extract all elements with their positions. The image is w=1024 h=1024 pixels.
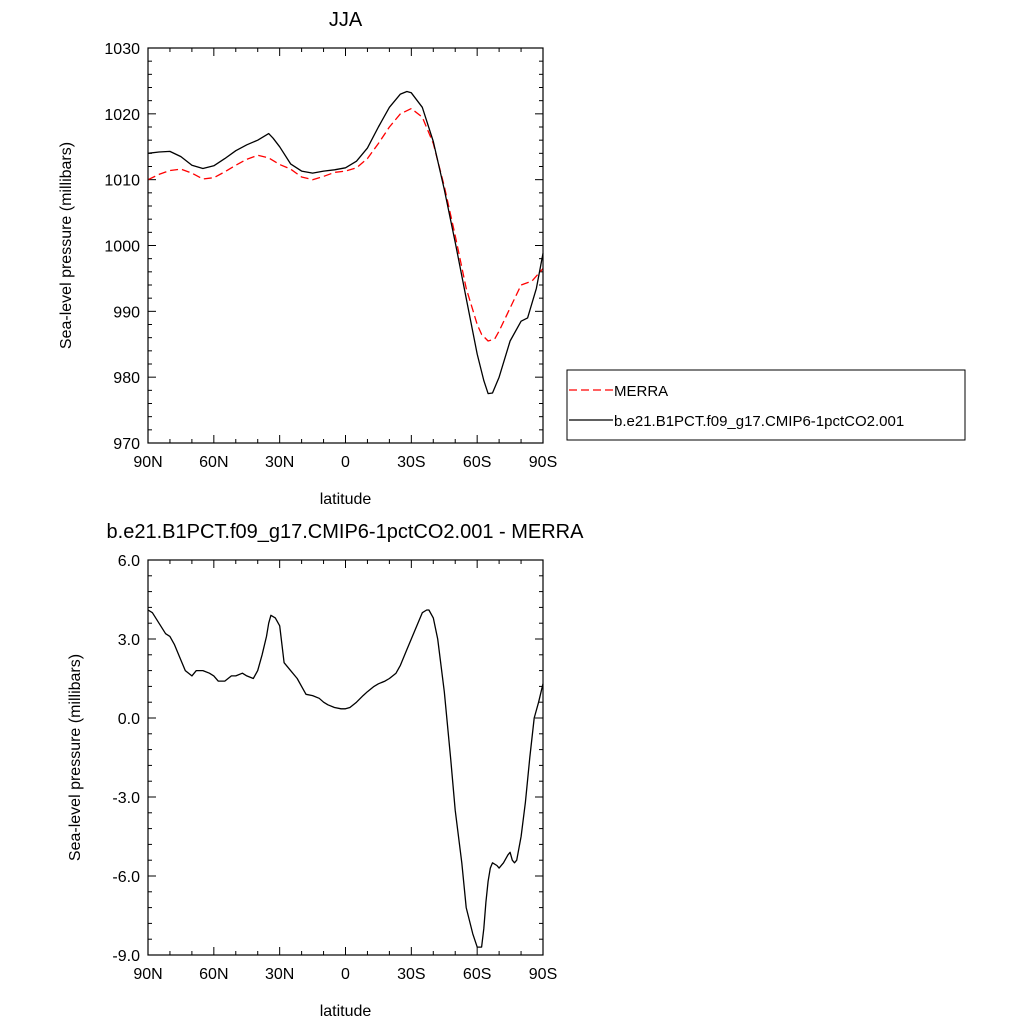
y-tick-label: -9.0 — [112, 948, 140, 965]
legend-label-0: MERRA — [614, 383, 668, 400]
x-tick-label: 30N — [265, 966, 294, 983]
x-tick-label: 90S — [529, 966, 557, 983]
plot-frame — [147, 559, 544, 956]
y-tick-label: 6.0 — [118, 553, 140, 570]
y-tick-label: 990 — [113, 304, 140, 321]
y-tick-label: 3.0 — [118, 632, 140, 649]
y-tick-label: 970 — [113, 436, 140, 453]
x-axis-label: latitude — [320, 1003, 372, 1020]
x-tick-label: 90N — [133, 454, 162, 471]
x-tick-label: 90N — [133, 966, 162, 983]
plot-frame — [147, 47, 544, 444]
legend: MERRA b.e21.B1PCT.f09_g17.CMIP6-1pctCO2.0… — [566, 369, 966, 441]
x-axis-label: latitude — [320, 491, 372, 508]
y-tick-label: 0.0 — [118, 711, 140, 728]
series-line-1 — [147, 90, 544, 395]
x-tick-label: 0 — [341, 966, 350, 983]
x-tick-label: 60S — [463, 966, 491, 983]
y-tick-label: 980 — [113, 370, 140, 387]
x-tick-label: 60S — [463, 454, 491, 471]
chart-title: JJA — [329, 9, 363, 31]
y-tick-label: 1010 — [104, 173, 140, 190]
x-tick-label: 0 — [341, 454, 350, 471]
x-tick-label: 30N — [265, 454, 294, 471]
top-panel-jja: JJA 90N 60N 30N 0 30S 60S 90S 970 980 990 1000 1010 1… — [58, 9, 966, 508]
x-tick-label: 60N — [199, 966, 228, 983]
bottom-panel-difference: b.e21.B1PCT.f09_g17.CMIP6-1pctCO2.001 - … — [67, 521, 584, 1020]
x-tick-label: 60N — [199, 454, 228, 471]
chart-title: b.e21.B1PCT.f09_g17.CMIP6-1pctCO2.001 - … — [107, 521, 585, 543]
series-line-0 — [147, 107, 544, 342]
y-tick-label: 1020 — [104, 107, 140, 124]
x-tick-label: 90S — [529, 454, 557, 471]
y-axis-label: Sea-level pressure (millibars) — [67, 654, 84, 861]
y-tick-label: 1000 — [104, 239, 140, 256]
y-tick-label: -6.0 — [112, 869, 140, 886]
x-tick-label: 30S — [397, 966, 425, 983]
y-tick-label: 1030 — [104, 41, 140, 58]
y-axis-label: Sea-level pressure (millibars) — [58, 142, 75, 349]
series-line-0 — [147, 609, 544, 948]
y-tick-label: -3.0 — [112, 790, 140, 807]
x-tick-label: 30S — [397, 454, 425, 471]
legend-box — [566, 369, 966, 441]
legend-label-1: b.e21.B1PCT.f09_g17.CMIP6-1pctCO2.001 — [614, 413, 904, 430]
